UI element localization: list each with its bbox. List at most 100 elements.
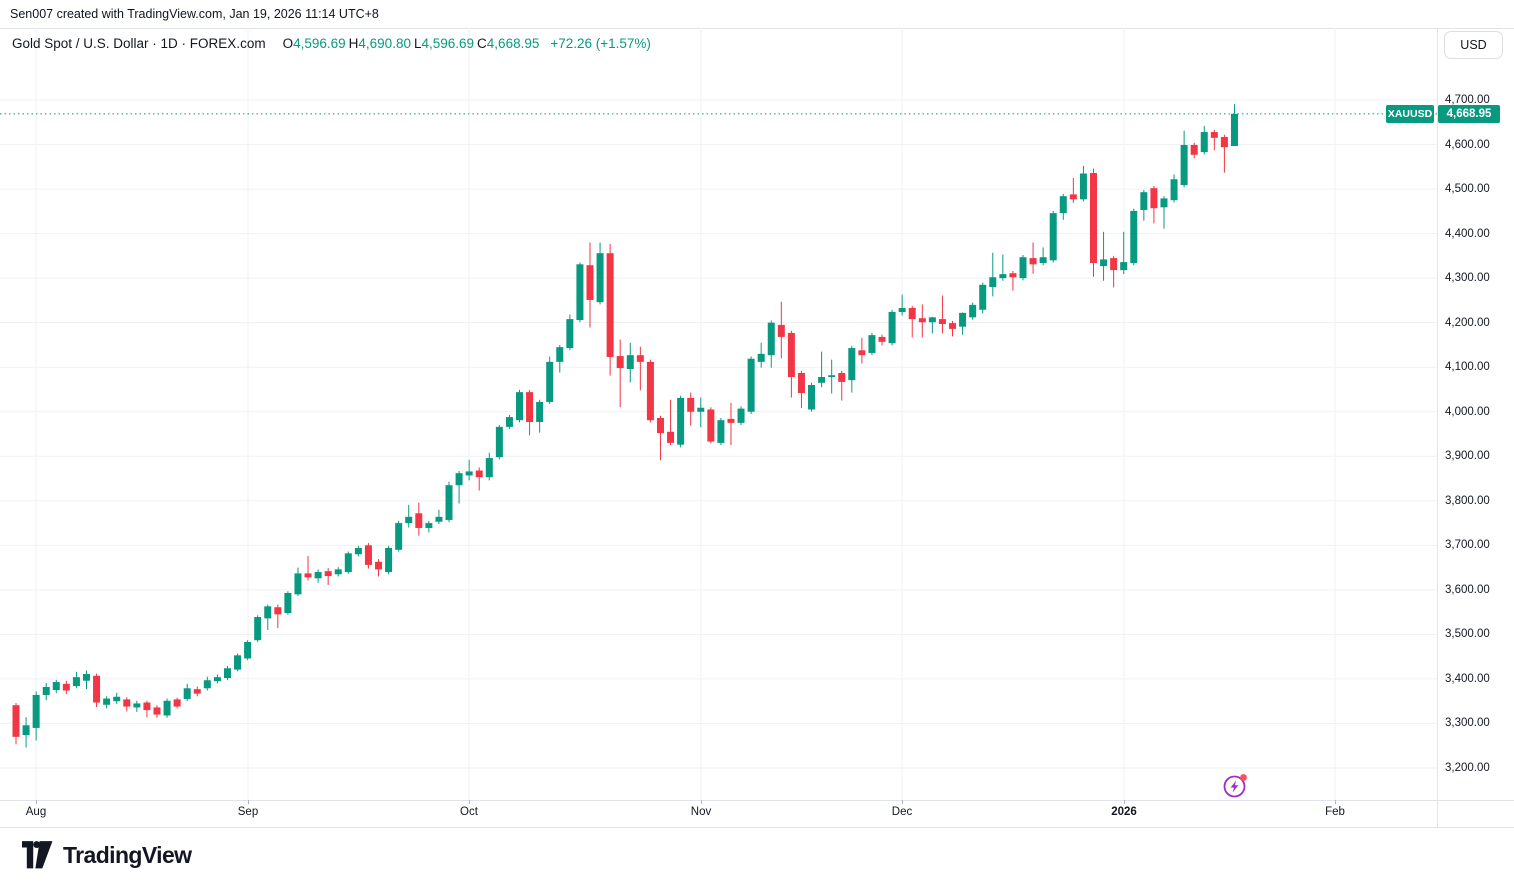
candle-body bbox=[244, 641, 252, 659]
candle-body bbox=[797, 372, 805, 394]
last-price-value-label: 4,668.95 bbox=[1438, 105, 1500, 123]
price-scale[interactable]: 4,700.00 4,600.00 4,500.00 4,400.00 4,300.00… bbox=[1437, 28, 1514, 800]
candle-body bbox=[868, 335, 876, 353]
candle-body bbox=[626, 355, 634, 369]
candle-body bbox=[495, 426, 503, 458]
last-price-symbol-label: XAUUSD bbox=[1386, 105, 1434, 123]
price-tick-label: 3,600.00 bbox=[1445, 583, 1490, 596]
symbol-legend: Gold Spot / U.S. Dollar · 1D · FOREX.com… bbox=[12, 36, 651, 51]
candle-body bbox=[918, 318, 926, 323]
candle-body bbox=[999, 274, 1007, 279]
candle-body bbox=[415, 513, 423, 528]
time-tick-mark bbox=[469, 800, 470, 804]
lightning-bolt-glyph bbox=[1230, 780, 1239, 793]
candle-body bbox=[465, 471, 473, 476]
candle-body bbox=[103, 698, 111, 705]
candle-body bbox=[395, 523, 403, 550]
change-readout: +72.26 (+1.57%) bbox=[550, 36, 651, 51]
price-tick-label: 3,900.00 bbox=[1445, 450, 1490, 463]
candle-body bbox=[1009, 273, 1017, 278]
candle-body bbox=[223, 668, 231, 679]
chart-pane[interactable]: Gold Spot / U.S. Dollar · 1D · FOREX.com… bbox=[0, 28, 1437, 800]
candle-body bbox=[213, 677, 221, 682]
time-tick-mark bbox=[1335, 800, 1336, 804]
candle-body bbox=[1120, 262, 1128, 271]
candle-body bbox=[546, 361, 554, 402]
candle-body bbox=[818, 376, 826, 383]
time-tick-label: Nov bbox=[690, 806, 712, 818]
candle-body bbox=[928, 317, 936, 323]
price-axis-divider bbox=[1437, 28, 1438, 827]
time-tick-label: Dec bbox=[891, 806, 913, 818]
candle-body bbox=[1230, 113, 1238, 147]
tradingview-logo-icon bbox=[22, 841, 53, 869]
price-tick-label: 3,500.00 bbox=[1445, 628, 1490, 641]
currency-toggle-button[interactable]: USD bbox=[1444, 31, 1503, 59]
candle-body bbox=[767, 322, 775, 356]
candle-body bbox=[898, 307, 906, 312]
candle-body bbox=[687, 397, 695, 412]
lightning-events-icon[interactable] bbox=[1222, 772, 1248, 798]
price-tick-label: 4,600.00 bbox=[1445, 138, 1490, 151]
candle-body bbox=[938, 319, 946, 325]
price-tick-label: 4,300.00 bbox=[1445, 272, 1490, 285]
candle-body bbox=[93, 675, 101, 703]
ohlc-key: C bbox=[477, 36, 487, 51]
candle-body bbox=[1089, 173, 1097, 263]
candle-body bbox=[1200, 132, 1208, 153]
symbol-title[interactable]: Gold Spot / U.S. Dollar · 1D · FOREX.com bbox=[12, 36, 266, 51]
time-tick-mark bbox=[902, 800, 903, 804]
candle-body bbox=[1140, 192, 1148, 210]
candle-body bbox=[636, 355, 644, 362]
candle-body bbox=[566, 319, 574, 349]
candle-body bbox=[334, 569, 342, 575]
candle-body bbox=[82, 674, 90, 681]
candle-body bbox=[727, 418, 735, 423]
header-divider bbox=[0, 28, 1514, 29]
candle-body bbox=[62, 683, 70, 691]
candle-body bbox=[425, 523, 433, 528]
candle-body bbox=[475, 470, 483, 478]
candle-body bbox=[143, 702, 151, 711]
candle-body bbox=[586, 265, 594, 300]
candle-body bbox=[123, 699, 131, 707]
candle-body bbox=[364, 545, 372, 565]
candle-body bbox=[113, 696, 121, 702]
candle-body bbox=[949, 323, 957, 329]
candle-body bbox=[747, 358, 755, 412]
candle-body bbox=[1180, 144, 1188, 186]
notification-dot bbox=[1240, 774, 1247, 781]
price-tick-label: 4,700.00 bbox=[1445, 94, 1490, 106]
time-tick-label: Oct bbox=[460, 806, 478, 818]
candle-body bbox=[1150, 188, 1158, 209]
time-scale[interactable]: Aug Sep Oct Nov Dec 2026 Feb bbox=[0, 800, 1437, 827]
candle-body bbox=[32, 694, 40, 728]
candlestick-chart[interactable] bbox=[0, 28, 1437, 800]
candle-body bbox=[344, 553, 352, 573]
candle-body bbox=[878, 336, 886, 342]
candle-body bbox=[22, 725, 30, 736]
candle-body bbox=[777, 324, 785, 337]
candle-body bbox=[656, 417, 664, 434]
time-axis-divider bbox=[0, 800, 1514, 801]
candle-body bbox=[385, 548, 393, 573]
candle-body bbox=[1029, 258, 1037, 265]
candle-body bbox=[274, 607, 282, 615]
candle-body bbox=[183, 688, 191, 699]
candle-body bbox=[1059, 196, 1067, 214]
candle-body bbox=[757, 353, 765, 362]
candle-body bbox=[969, 304, 977, 318]
events-circle bbox=[1223, 775, 1246, 798]
candle-body bbox=[616, 356, 624, 369]
candle-body bbox=[959, 312, 967, 327]
candle-body bbox=[1019, 257, 1027, 279]
price-tick-label: 4,000.00 bbox=[1445, 405, 1490, 418]
candle-body bbox=[304, 573, 312, 578]
price-tick-label: 3,400.00 bbox=[1445, 672, 1490, 685]
price-tick-label: 3,700.00 bbox=[1445, 539, 1490, 552]
candle-body bbox=[1100, 259, 1108, 267]
candle-body bbox=[1160, 198, 1168, 208]
tradingview-logo[interactable]: TradingView bbox=[22, 841, 192, 869]
candle-body bbox=[838, 372, 846, 382]
candle-body bbox=[596, 253, 604, 303]
